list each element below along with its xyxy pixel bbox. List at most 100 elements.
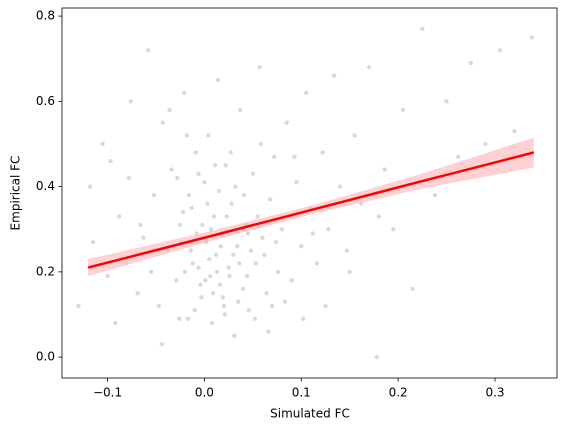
point bbox=[231, 252, 236, 258]
point bbox=[181, 90, 187, 96]
y-axis-label: Empirical FC bbox=[9, 156, 23, 231]
point bbox=[366, 64, 372, 70]
point bbox=[298, 243, 304, 249]
point bbox=[273, 239, 279, 245]
point bbox=[202, 277, 208, 283]
point bbox=[410, 286, 416, 292]
point bbox=[236, 260, 242, 266]
point bbox=[282, 299, 288, 305]
point bbox=[284, 120, 290, 126]
point bbox=[211, 213, 217, 219]
point bbox=[275, 269, 281, 275]
point bbox=[218, 243, 224, 249]
y-tick-label: 0.2 bbox=[36, 264, 55, 278]
x-tick-label: −0.1 bbox=[93, 386, 122, 400]
point bbox=[100, 141, 106, 147]
point bbox=[234, 243, 240, 249]
point bbox=[90, 239, 96, 245]
point bbox=[222, 312, 228, 317]
point bbox=[227, 273, 233, 279]
point bbox=[160, 120, 166, 126]
point bbox=[250, 171, 256, 177]
point bbox=[87, 184, 93, 190]
point bbox=[213, 252, 219, 258]
point bbox=[156, 303, 162, 309]
point bbox=[271, 154, 277, 160]
point bbox=[176, 316, 182, 322]
point bbox=[347, 269, 353, 275]
y-tick-label: 0.4 bbox=[36, 179, 55, 193]
point bbox=[232, 184, 238, 190]
point bbox=[279, 226, 285, 232]
point bbox=[214, 269, 220, 275]
point bbox=[209, 320, 215, 326]
point bbox=[180, 209, 186, 215]
point bbox=[252, 316, 258, 322]
point bbox=[325, 226, 331, 232]
point bbox=[190, 260, 196, 266]
plot-frame bbox=[61, 7, 558, 379]
point bbox=[216, 188, 222, 194]
point bbox=[196, 265, 202, 271]
point bbox=[224, 213, 230, 219]
point bbox=[314, 260, 320, 266]
point bbox=[419, 26, 425, 32]
y-tick-label: 0.0 bbox=[36, 350, 55, 364]
point bbox=[207, 273, 213, 279]
point bbox=[511, 128, 517, 134]
point bbox=[107, 158, 113, 164]
point bbox=[263, 290, 269, 296]
x-tick-label: 0.3 bbox=[485, 386, 504, 400]
point bbox=[323, 303, 328, 309]
point bbox=[151, 192, 157, 198]
point bbox=[189, 205, 195, 211]
point bbox=[240, 286, 246, 292]
point bbox=[292, 154, 297, 160]
point bbox=[468, 60, 474, 66]
point bbox=[337, 184, 343, 190]
point bbox=[174, 175, 180, 181]
point bbox=[374, 354, 380, 360]
point bbox=[185, 316, 191, 322]
point bbox=[267, 196, 273, 202]
point bbox=[262, 252, 267, 258]
point bbox=[229, 201, 234, 207]
x-tick-label: 0.0 bbox=[195, 386, 214, 400]
point bbox=[265, 329, 271, 334]
point bbox=[126, 175, 132, 181]
point bbox=[432, 192, 438, 198]
point bbox=[167, 107, 172, 113]
point bbox=[260, 235, 265, 241]
point bbox=[173, 277, 179, 283]
point bbox=[138, 222, 143, 228]
point bbox=[145, 47, 151, 53]
point bbox=[344, 248, 350, 253]
point bbox=[221, 303, 227, 309]
point bbox=[246, 307, 252, 313]
point bbox=[231, 333, 237, 339]
point bbox=[293, 179, 299, 185]
point bbox=[226, 265, 232, 271]
point bbox=[196, 171, 202, 177]
point bbox=[255, 213, 261, 219]
point bbox=[352, 133, 357, 138]
point bbox=[217, 282, 223, 288]
point bbox=[182, 269, 188, 275]
point bbox=[186, 192, 192, 198]
point bbox=[455, 154, 461, 160]
point bbox=[198, 282, 203, 288]
point bbox=[205, 133, 211, 138]
point bbox=[201, 179, 207, 185]
point bbox=[140, 235, 146, 241]
point bbox=[320, 150, 326, 155]
point bbox=[159, 341, 165, 347]
confidence-band bbox=[88, 137, 534, 277]
point bbox=[215, 77, 221, 83]
point bbox=[220, 294, 226, 300]
point bbox=[237, 107, 243, 113]
point bbox=[303, 90, 309, 96]
point bbox=[177, 222, 183, 228]
point bbox=[497, 47, 503, 53]
point bbox=[269, 303, 275, 309]
